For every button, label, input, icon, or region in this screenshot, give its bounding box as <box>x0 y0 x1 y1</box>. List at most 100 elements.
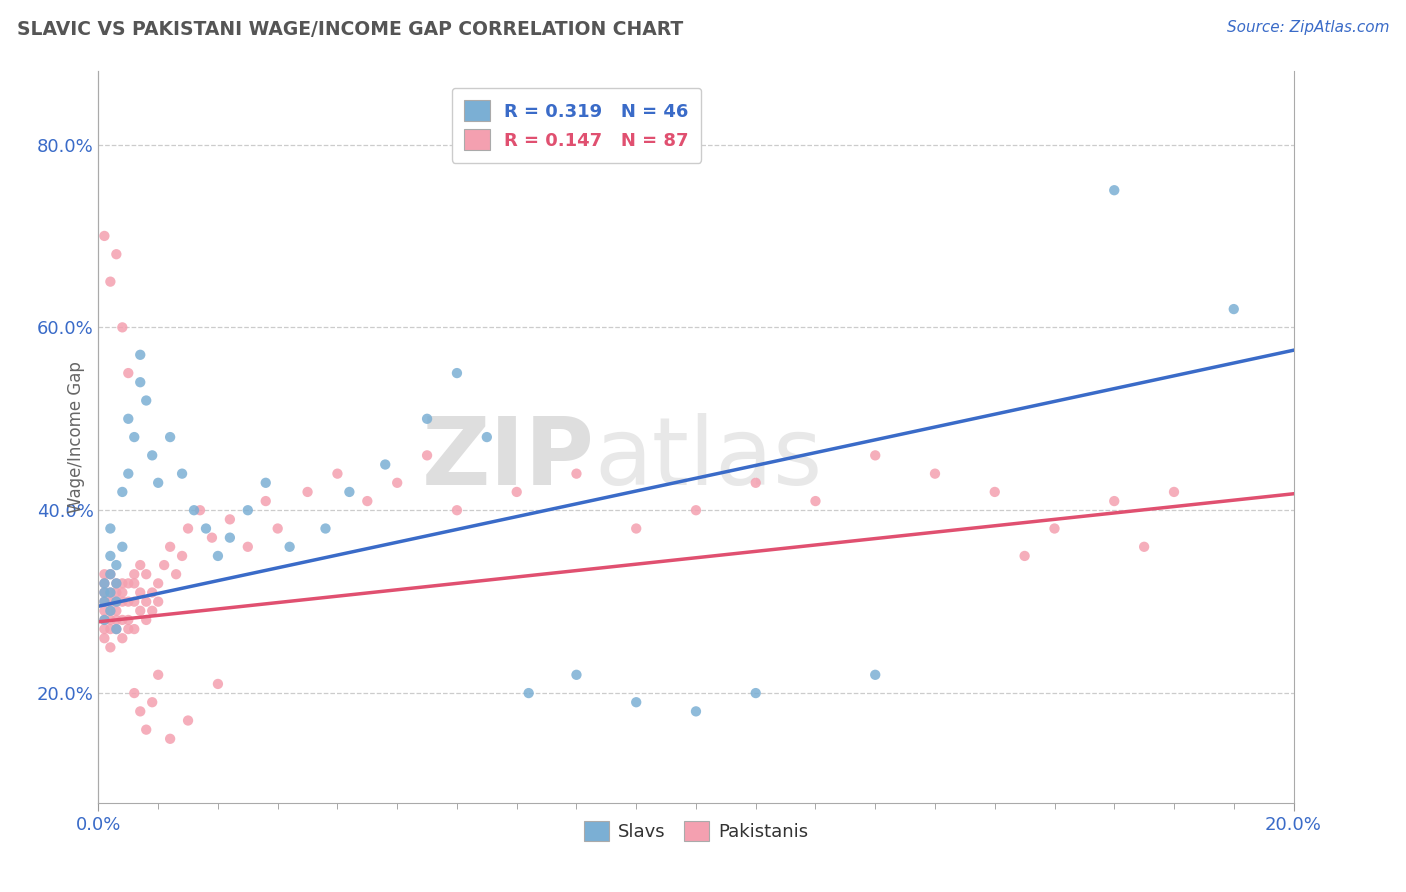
Point <box>159 430 181 444</box>
Point <box>111 632 134 646</box>
Point <box>865 448 887 462</box>
Point <box>111 485 134 500</box>
Point <box>105 585 128 599</box>
Point <box>1223 302 1246 317</box>
Point <box>565 467 588 481</box>
Point <box>865 667 887 681</box>
Point <box>98 585 122 599</box>
Point <box>93 632 115 646</box>
Point <box>98 567 122 582</box>
Point <box>124 430 146 444</box>
Point <box>745 475 768 490</box>
Point <box>98 549 122 563</box>
Point <box>1043 521 1066 535</box>
Point <box>1133 540 1156 554</box>
Point <box>93 585 115 599</box>
Point <box>135 594 157 608</box>
Point <box>517 686 540 700</box>
Text: Source: ZipAtlas.com: Source: ZipAtlas.com <box>1226 20 1389 35</box>
Point <box>105 594 128 608</box>
Point <box>105 622 128 636</box>
Point <box>188 503 211 517</box>
Point <box>626 695 648 709</box>
Point <box>117 366 139 380</box>
Point <box>1104 183 1126 197</box>
Point <box>267 521 290 535</box>
Text: ZIP: ZIP <box>422 413 595 505</box>
Point <box>98 585 122 599</box>
Point <box>236 503 259 517</box>
Point <box>315 521 337 535</box>
Point <box>148 667 170 681</box>
Point <box>1014 549 1036 563</box>
Y-axis label: Wage/Income Gap: Wage/Income Gap <box>66 361 84 513</box>
Point <box>117 412 139 426</box>
Point <box>165 567 187 582</box>
Point <box>254 475 277 490</box>
Point <box>105 576 128 591</box>
Point <box>105 594 128 608</box>
Point <box>183 503 205 517</box>
Point <box>98 567 122 582</box>
Point <box>416 448 439 462</box>
Point <box>117 622 139 636</box>
Point <box>153 558 176 573</box>
Point <box>141 604 163 618</box>
Point <box>105 622 128 636</box>
Point <box>93 576 115 591</box>
Point <box>117 576 139 591</box>
Point <box>111 540 134 554</box>
Point <box>124 576 146 591</box>
Point <box>177 521 200 535</box>
Point <box>105 604 128 618</box>
Point <box>201 531 224 545</box>
Point <box>297 485 319 500</box>
Point <box>141 448 163 462</box>
Point <box>148 594 170 608</box>
Point <box>356 494 378 508</box>
Point <box>93 613 115 627</box>
Point <box>135 393 157 408</box>
Point <box>326 467 349 481</box>
Point <box>506 485 529 500</box>
Point <box>98 604 122 618</box>
Point <box>98 521 122 535</box>
Point <box>111 613 134 627</box>
Point <box>219 531 242 545</box>
Point <box>93 594 115 608</box>
Point <box>111 320 134 334</box>
Point <box>93 594 115 608</box>
Point <box>117 613 139 627</box>
Point <box>254 494 277 508</box>
Point <box>93 229 115 244</box>
Point <box>1163 485 1185 500</box>
Point <box>339 485 361 500</box>
Point <box>105 558 128 573</box>
Point <box>93 613 115 627</box>
Point <box>172 467 194 481</box>
Point <box>135 567 157 582</box>
Point <box>98 622 122 636</box>
Point <box>117 467 139 481</box>
Point <box>98 640 122 655</box>
Point <box>278 540 301 554</box>
Point <box>924 467 946 481</box>
Point <box>124 622 146 636</box>
Point <box>159 731 181 746</box>
Point <box>129 585 152 599</box>
Text: SLAVIC VS PAKISTANI WAGE/INCOME GAP CORRELATION CHART: SLAVIC VS PAKISTANI WAGE/INCOME GAP CORR… <box>17 20 683 38</box>
Point <box>685 705 707 719</box>
Point <box>626 521 648 535</box>
Point <box>148 475 170 490</box>
Point <box>1104 494 1126 508</box>
Point <box>98 604 122 618</box>
Point <box>105 613 128 627</box>
Point <box>111 576 134 591</box>
Point <box>141 585 163 599</box>
Point <box>124 594 146 608</box>
Point <box>446 366 468 380</box>
Point <box>98 275 122 289</box>
Point <box>148 576 170 591</box>
Point <box>105 247 128 261</box>
Point <box>93 576 115 591</box>
